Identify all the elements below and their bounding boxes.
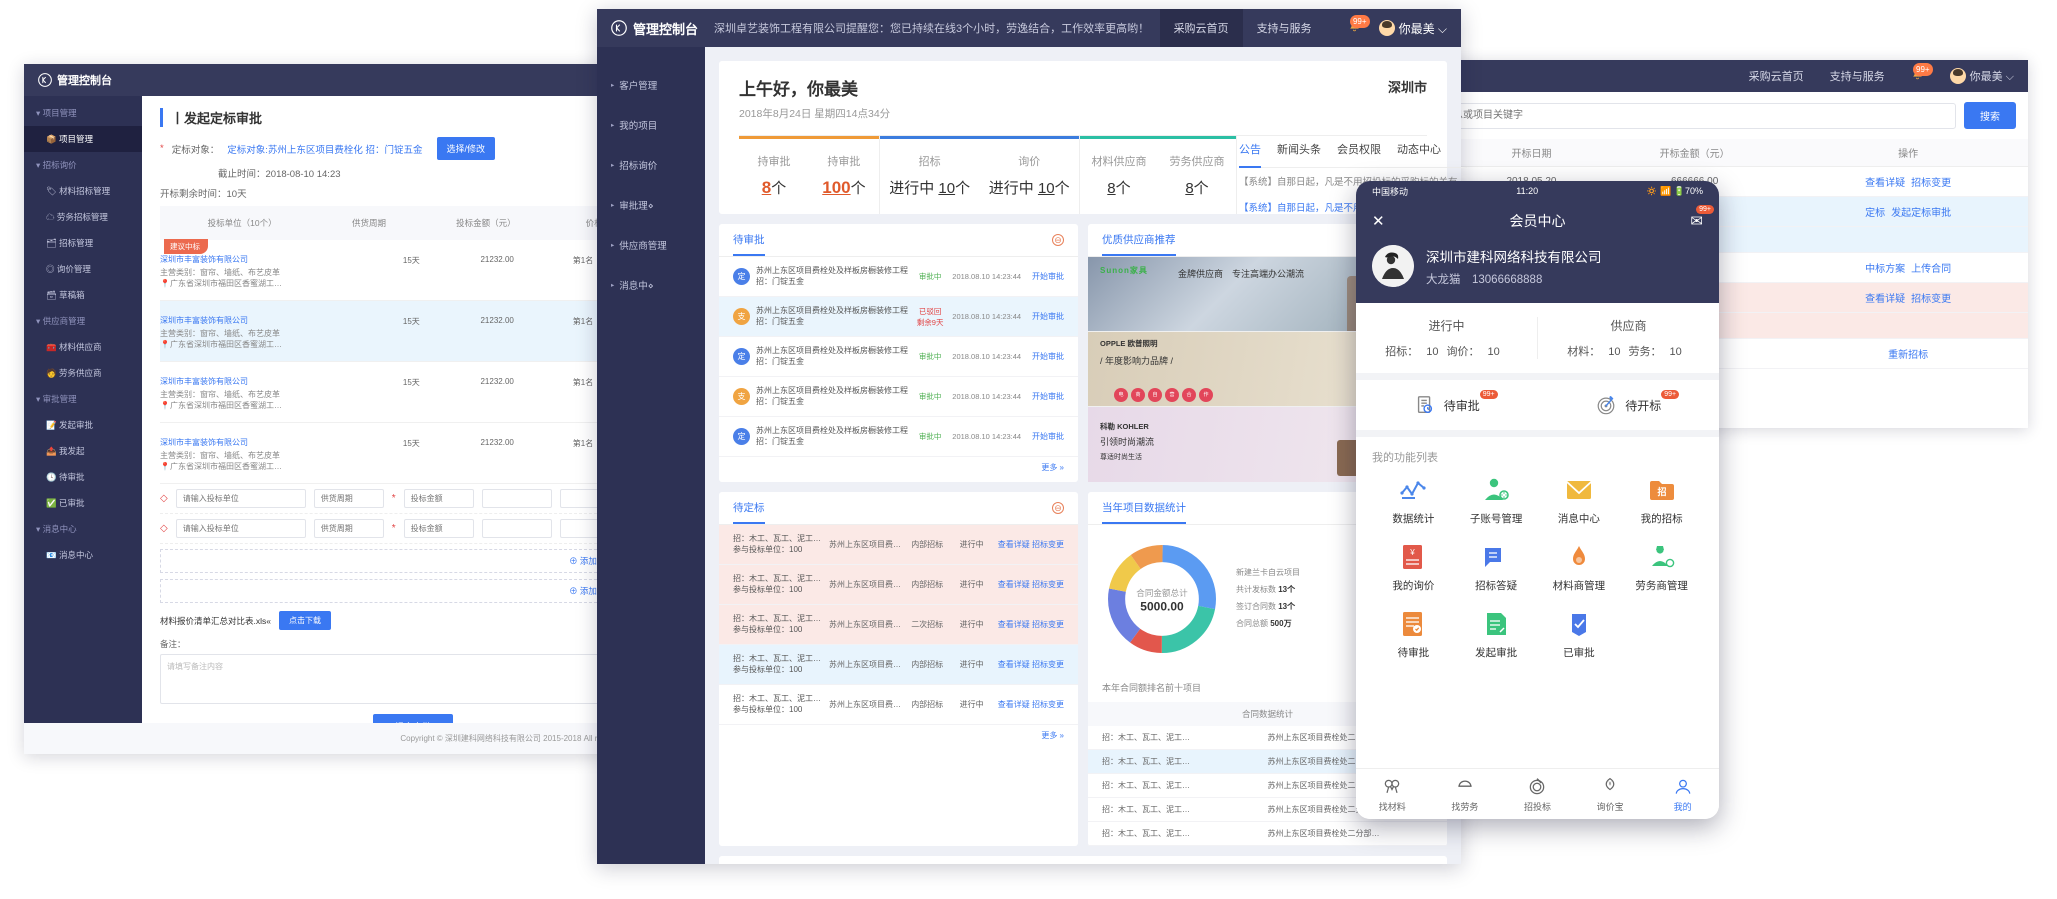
svg-text:¥: ¥ <box>1410 548 1416 557</box>
svg-text:招: 招 <box>1657 486 1666 497</box>
svg-text:合同金额总计: 合同金额总计 <box>1136 587 1188 598</box>
svg-text:5000.00: 5000.00 <box>1140 599 1184 613</box>
svg-text:¥: ¥ <box>1609 781 1612 787</box>
